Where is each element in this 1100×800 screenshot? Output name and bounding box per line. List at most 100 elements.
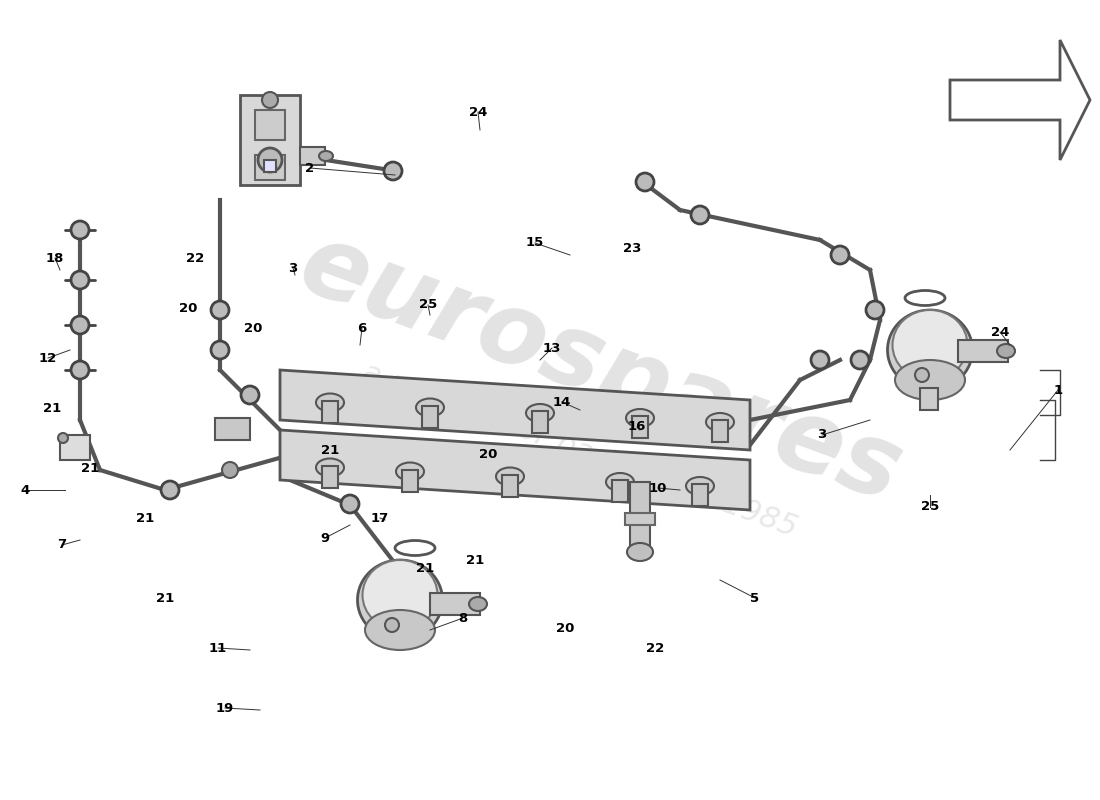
Text: 24: 24 [469, 106, 487, 118]
Ellipse shape [319, 151, 333, 161]
Bar [532, 411, 548, 433]
Ellipse shape [997, 344, 1015, 358]
Text: 12: 12 [39, 351, 57, 365]
Circle shape [830, 246, 849, 264]
Text: 10: 10 [649, 482, 668, 494]
Text: 5: 5 [750, 591, 760, 605]
Bar [422, 406, 438, 427]
Text: 24: 24 [991, 326, 1009, 338]
Text: 6: 6 [358, 322, 366, 334]
Ellipse shape [358, 560, 442, 640]
Text: a passion for parts since 1985: a passion for parts since 1985 [359, 358, 802, 542]
Bar [240, 95, 300, 185]
Text: 20: 20 [478, 449, 497, 462]
Text: 21: 21 [156, 591, 174, 605]
Text: 2: 2 [306, 162, 315, 174]
Circle shape [58, 433, 68, 443]
Circle shape [72, 271, 89, 289]
Text: 20: 20 [244, 322, 262, 334]
Circle shape [691, 206, 710, 224]
Text: 17: 17 [371, 511, 389, 525]
Ellipse shape [316, 458, 344, 477]
Circle shape [262, 92, 278, 108]
Ellipse shape [686, 477, 714, 495]
Ellipse shape [888, 310, 972, 390]
Circle shape [72, 221, 89, 239]
Ellipse shape [626, 409, 654, 427]
Text: 13: 13 [542, 342, 561, 354]
Bar [632, 416, 648, 438]
Bar [255, 155, 285, 180]
Bar [264, 160, 276, 172]
Ellipse shape [316, 394, 344, 411]
Text: 21: 21 [416, 562, 434, 574]
Text: 25: 25 [419, 298, 437, 311]
Text: 3: 3 [817, 429, 826, 442]
Circle shape [915, 368, 930, 382]
Bar [322, 401, 338, 422]
Text: 15: 15 [526, 237, 544, 250]
Text: 14: 14 [553, 395, 571, 409]
Text: 16: 16 [628, 421, 646, 434]
Bar [300, 147, 324, 165]
Ellipse shape [627, 543, 653, 561]
Bar [430, 593, 480, 615]
Ellipse shape [363, 560, 438, 630]
Circle shape [385, 618, 399, 632]
Text: 20: 20 [556, 622, 574, 634]
Circle shape [211, 301, 229, 319]
Circle shape [72, 316, 89, 334]
Ellipse shape [496, 467, 524, 486]
Text: 21: 21 [136, 511, 154, 525]
Text: 22: 22 [186, 251, 205, 265]
Polygon shape [280, 370, 750, 450]
Ellipse shape [365, 610, 435, 650]
Bar [712, 420, 728, 442]
Text: 19: 19 [216, 702, 234, 714]
Bar [630, 482, 650, 552]
Ellipse shape [895, 360, 965, 400]
Bar [255, 110, 285, 140]
Text: 21: 21 [81, 462, 99, 474]
Bar [214, 418, 250, 440]
Ellipse shape [469, 597, 487, 611]
Circle shape [384, 162, 402, 180]
Text: 8: 8 [459, 611, 468, 625]
Circle shape [851, 351, 869, 369]
Circle shape [811, 351, 829, 369]
Circle shape [241, 386, 258, 404]
Bar [402, 470, 418, 491]
Ellipse shape [892, 310, 968, 380]
Ellipse shape [416, 398, 444, 417]
Text: 18: 18 [46, 251, 64, 265]
Text: 20: 20 [179, 302, 197, 314]
Bar [612, 480, 628, 502]
Text: 23: 23 [623, 242, 641, 254]
Polygon shape [280, 430, 750, 510]
Text: 4: 4 [21, 483, 30, 497]
Ellipse shape [706, 413, 734, 431]
Bar [692, 484, 708, 506]
Bar [958, 340, 1008, 362]
Text: 25: 25 [921, 501, 939, 514]
Circle shape [341, 495, 359, 513]
Circle shape [636, 173, 654, 191]
Bar [60, 435, 90, 460]
Ellipse shape [606, 473, 634, 491]
Circle shape [211, 341, 229, 359]
Text: 9: 9 [320, 531, 330, 545]
Text: 3: 3 [288, 262, 298, 274]
Bar [322, 466, 338, 487]
Text: 1: 1 [1054, 383, 1063, 397]
Ellipse shape [396, 462, 424, 481]
Text: 7: 7 [57, 538, 67, 551]
Bar [920, 388, 938, 410]
Circle shape [161, 481, 179, 499]
Text: eurospares: eurospares [286, 216, 914, 524]
Bar [625, 513, 654, 525]
Text: 11: 11 [209, 642, 227, 654]
Circle shape [222, 462, 238, 478]
Circle shape [258, 148, 282, 172]
Text: 21: 21 [43, 402, 62, 414]
Bar [502, 474, 518, 497]
